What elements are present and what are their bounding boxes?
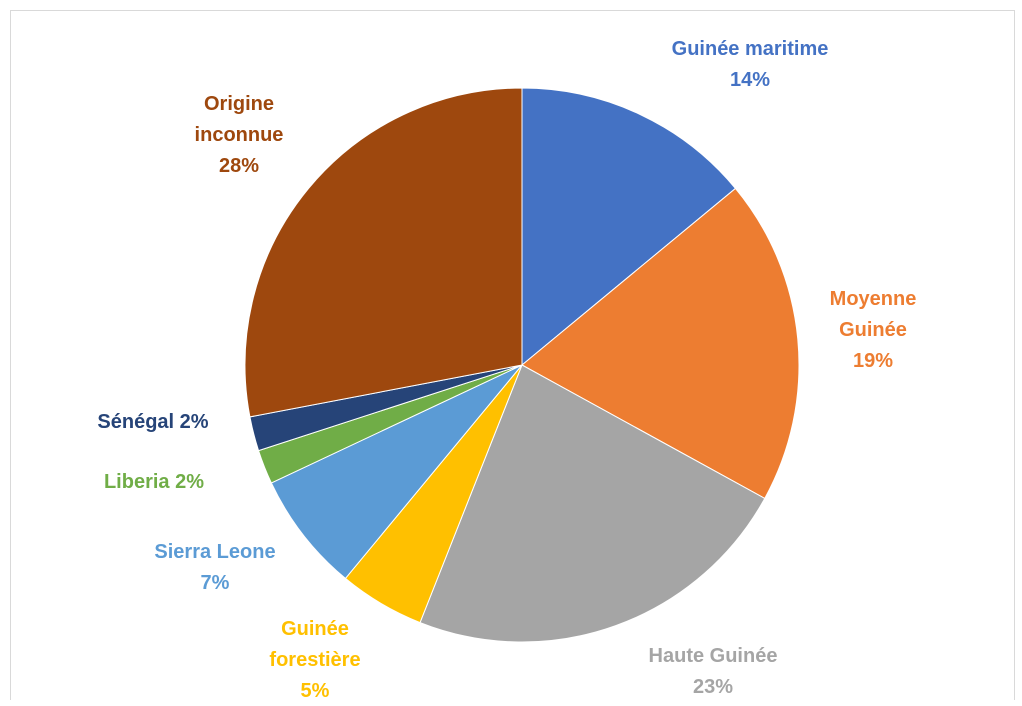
slice-label-line: 7% <box>201 572 230 594</box>
slice-label-line: 14% <box>730 69 770 91</box>
slice-label-line: inconnue <box>195 124 284 146</box>
pie-labels: Guinée maritime 14% Moyenne Guinée 19% Haute … <box>97 38 916 702</box>
slice-label-line: forestière <box>269 649 360 671</box>
slice-label: Origine inconnue 28% <box>195 93 284 177</box>
slice-label-line: Guinée <box>839 319 907 341</box>
slice-label: Moyenne Guinée 19% <box>830 288 917 372</box>
slice-label-line: Sierra Leone <box>154 541 275 563</box>
slice-label: Haute Guinée 23% <box>649 645 778 698</box>
pie-slice <box>521 87 737 367</box>
slice-label: Liberia 2% <box>104 471 204 493</box>
chart-frame <box>10 10 1015 700</box>
slice-label: Sénégal 2% <box>97 411 208 433</box>
slice-label-line: Origine <box>204 93 274 115</box>
slice-label-line: Guinée <box>281 618 349 640</box>
slice-label-line: 19% <box>853 350 893 372</box>
slice-label: Guinée maritime 14% <box>672 38 829 91</box>
pie-slice <box>270 364 523 580</box>
slice-label-line: 23% <box>693 676 733 698</box>
slice-label-line: Haute Guinée <box>649 645 778 667</box>
slice-label-line: Moyenne <box>830 288 917 310</box>
slice-label-line: 5% <box>301 680 330 702</box>
slice-label: Guinée forestière 5% <box>269 618 360 702</box>
slice-label-line: Sénégal 2% <box>97 411 208 433</box>
pie-slice <box>521 187 800 500</box>
slice-label-line: Liberia 2% <box>104 471 204 493</box>
slice-label-line: Guinée maritime <box>672 38 829 60</box>
slice-label-line: 28% <box>219 155 259 177</box>
pie-slices <box>244 87 800 643</box>
pie-slice <box>244 87 523 418</box>
slice-label: Sierra Leone 7% <box>154 541 275 594</box>
pie-slice <box>419 364 766 643</box>
